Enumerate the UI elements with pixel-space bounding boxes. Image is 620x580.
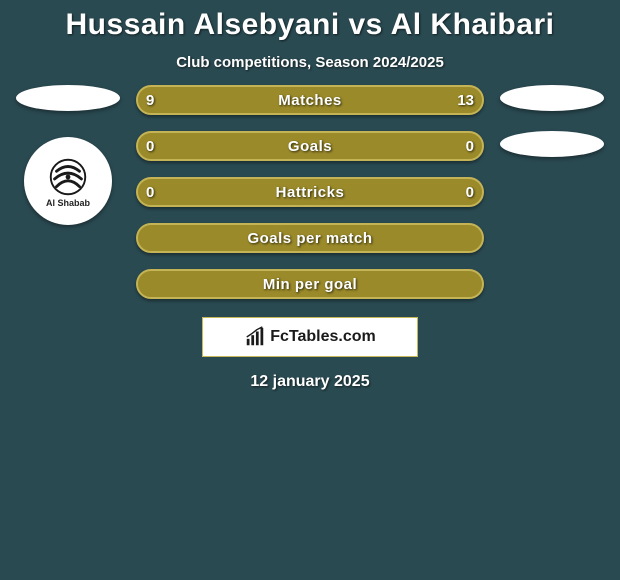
stat-label: Goals [190, 138, 430, 155]
player-ellipse-left-1 [16, 85, 120, 111]
player-ellipse-right-1 [500, 85, 604, 111]
stat-value-right: 0 [430, 138, 474, 155]
stat-value-left: 0 [146, 138, 190, 155]
branding-box: FcTables.com [202, 317, 418, 357]
stat-label: Hattricks [190, 184, 430, 201]
stat-label: Matches [190, 92, 430, 109]
club-badge-label: Al Shabab [46, 198, 90, 208]
stat-value-right: 0 [430, 184, 474, 201]
comparison-layout: Al Shabab 9 Matches 13 0 Goals 0 0 Hattr… [0, 85, 620, 299]
stat-value-left: 9 [146, 92, 190, 109]
stat-row-goals: 0 Goals 0 [136, 131, 484, 161]
stat-row-goals-per-match: Goals per match [136, 223, 484, 253]
stat-row-hattricks: 0 Hattricks 0 [136, 177, 484, 207]
stat-row-matches: 9 Matches 13 [136, 85, 484, 115]
player-ellipse-right-2 [500, 131, 604, 157]
club-crest-icon [39, 154, 97, 200]
branding-text: FcTables.com [270, 328, 376, 346]
chart-icon [244, 326, 266, 348]
left-column: Al Shabab [8, 85, 128, 299]
stat-rows: 9 Matches 13 0 Goals 0 0 Hattricks 0 Goa… [136, 85, 484, 299]
stat-label: Min per goal [190, 276, 430, 293]
stat-label: Goals per match [190, 230, 430, 247]
subtitle: Club competitions, Season 2024/2025 [0, 46, 620, 85]
club-badge-alshabab: Al Shabab [24, 137, 112, 225]
stat-value-right: 13 [430, 92, 474, 109]
stat-row-min-per-goal: Min per goal [136, 269, 484, 299]
date-text: 12 january 2025 [0, 373, 620, 391]
page-title: Hussain Alsebyani vs Al Khaibari [0, 0, 620, 46]
right-column [492, 85, 612, 299]
stat-value-left: 0 [146, 184, 190, 201]
